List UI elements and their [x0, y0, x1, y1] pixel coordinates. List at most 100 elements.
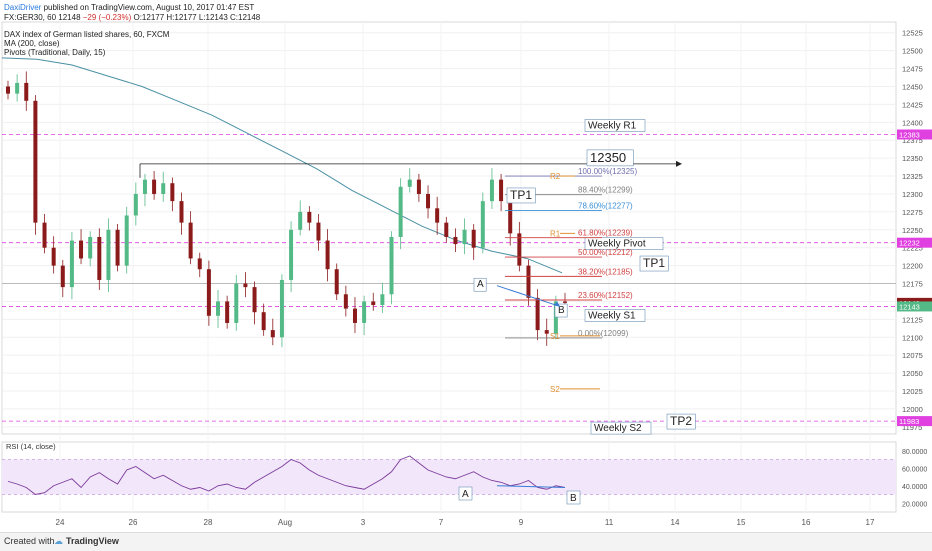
price-badge-label: 12232	[899, 239, 920, 248]
price-badge-label: 12383	[899, 130, 920, 139]
x-tick-label: 11	[605, 518, 614, 527]
candle-body	[480, 201, 485, 248]
candle-body	[252, 287, 257, 313]
price-tick-label: 12200	[902, 262, 923, 271]
legend-pivots: Pivots (Traditional, Daily, 15)	[4, 48, 106, 57]
annotation-label: B	[558, 305, 565, 316]
candle-body	[489, 179, 494, 202]
candle-body	[517, 233, 522, 266]
price-badge	[897, 129, 932, 140]
candle-body	[216, 301, 221, 316]
weekly-level-label-box	[584, 119, 646, 132]
weekly-level-label: Weekly Pivot	[588, 239, 646, 250]
candle-body	[152, 179, 157, 194]
rsi-tick-label: 20.0000	[902, 501, 927, 508]
x-tick-label: 9	[519, 518, 524, 527]
annotation-label: TP1	[510, 188, 532, 202]
annotation-box	[666, 413, 696, 430]
fib-level-label: 61.80%(12239)	[578, 229, 633, 238]
candle-body	[206, 269, 211, 316]
candle-body	[398, 186, 403, 237]
annotation-box	[639, 255, 669, 272]
x-tick-label: 14	[671, 518, 680, 527]
x-tick-label: 3	[361, 518, 366, 527]
candle-body	[142, 179, 147, 194]
target-arrow-head	[676, 160, 682, 167]
candle-body	[124, 215, 129, 266]
candle-body	[426, 193, 431, 209]
author[interactable]: DaxiDriver	[4, 3, 42, 12]
weekly-level-label-box	[584, 309, 646, 322]
rsi-legend: RSI (14, close)	[6, 442, 56, 451]
candle-body	[352, 308, 357, 323]
candle-body	[307, 211, 312, 223]
candle-body	[416, 179, 421, 194]
price-tick-label: 12425	[902, 100, 923, 109]
price-tick-label: 12350	[902, 154, 923, 163]
annotation-label: A	[477, 279, 484, 290]
x-tick-label: Aug	[278, 518, 292, 527]
price-tick-label: 12125	[902, 315, 923, 324]
cloud-icon: ☁	[54, 536, 63, 546]
price-badge	[897, 416, 932, 427]
last-price: 12148	[58, 13, 81, 22]
fib-level-label: 38.20%(12185)	[578, 267, 633, 276]
price-tick-label: 12300	[902, 190, 923, 199]
annotation-label: TP2	[670, 414, 692, 428]
candle-body	[188, 222, 193, 259]
price-tick-label: 12375	[902, 136, 923, 145]
legend-title: DAX index of German listed shares, 60, F…	[4, 30, 170, 39]
tradingview-logo[interactable]: TradingView	[66, 536, 119, 546]
divergence-arrow-price	[496, 285, 561, 307]
price-tick-label: 12100	[902, 333, 923, 342]
price-badge	[897, 237, 932, 248]
candle-body	[334, 269, 339, 295]
daily-pivot-label: S2	[550, 385, 560, 394]
price-tick-label: 12075	[902, 351, 923, 360]
rsi-annotation-label: A	[462, 489, 469, 500]
candle-body	[197, 258, 202, 270]
fib-level-label: 0.00%(12099)	[578, 329, 629, 338]
candle-body	[471, 229, 476, 248]
candle-body	[170, 183, 175, 202]
candle-body	[69, 240, 74, 288]
candle-body	[115, 229, 120, 266]
x-tick-label: 17	[866, 518, 875, 527]
price-tick-label: 12325	[902, 172, 923, 181]
weekly-level-label: Weekly S2	[594, 423, 642, 434]
candle-body	[298, 211, 303, 230]
price-tick-label: 12000	[902, 405, 923, 414]
fib-level-label: 88.40%(12299)	[578, 186, 633, 195]
x-tick-label: 24	[56, 518, 65, 527]
candle-body	[42, 222, 47, 248]
ma-200-line	[1, 57, 563, 274]
candle-body	[462, 229, 467, 245]
price-tick-label: 12525	[902, 29, 923, 38]
x-tick-label: 16	[802, 518, 811, 527]
candle-body	[97, 236, 102, 280]
candle-body	[343, 294, 348, 309]
price-tick-label: 12275	[902, 208, 923, 217]
candle-body	[316, 222, 321, 241]
x-tick-label: 28	[204, 518, 213, 527]
candle-body	[380, 294, 385, 306]
rsi-annotation-box	[566, 490, 581, 505]
candle-body	[33, 100, 38, 223]
candle-body	[88, 236, 93, 259]
price-tick-label: 12175	[902, 280, 923, 289]
price-tick-label: 12050	[902, 369, 923, 378]
annotation-box	[506, 187, 536, 204]
price-tick-label: 12400	[902, 118, 923, 127]
candle-body	[453, 236, 458, 245]
candle-body	[133, 193, 138, 216]
rsi-tick-label: 40.0000	[902, 484, 927, 491]
weekly-level-label-box	[590, 421, 652, 435]
candle-body	[51, 247, 56, 266]
candle-body	[60, 265, 65, 288]
change: −29 (−0.23%)	[82, 13, 132, 22]
header-line-2: FX:GER30, 60 12148 −29 (−0.23%) O:12177 …	[4, 13, 260, 22]
price-tick-label: 12450	[902, 82, 923, 91]
annotation-box	[586, 149, 634, 167]
x-tick-label: 15	[737, 518, 746, 527]
price-tick-label: 12500	[902, 47, 923, 56]
